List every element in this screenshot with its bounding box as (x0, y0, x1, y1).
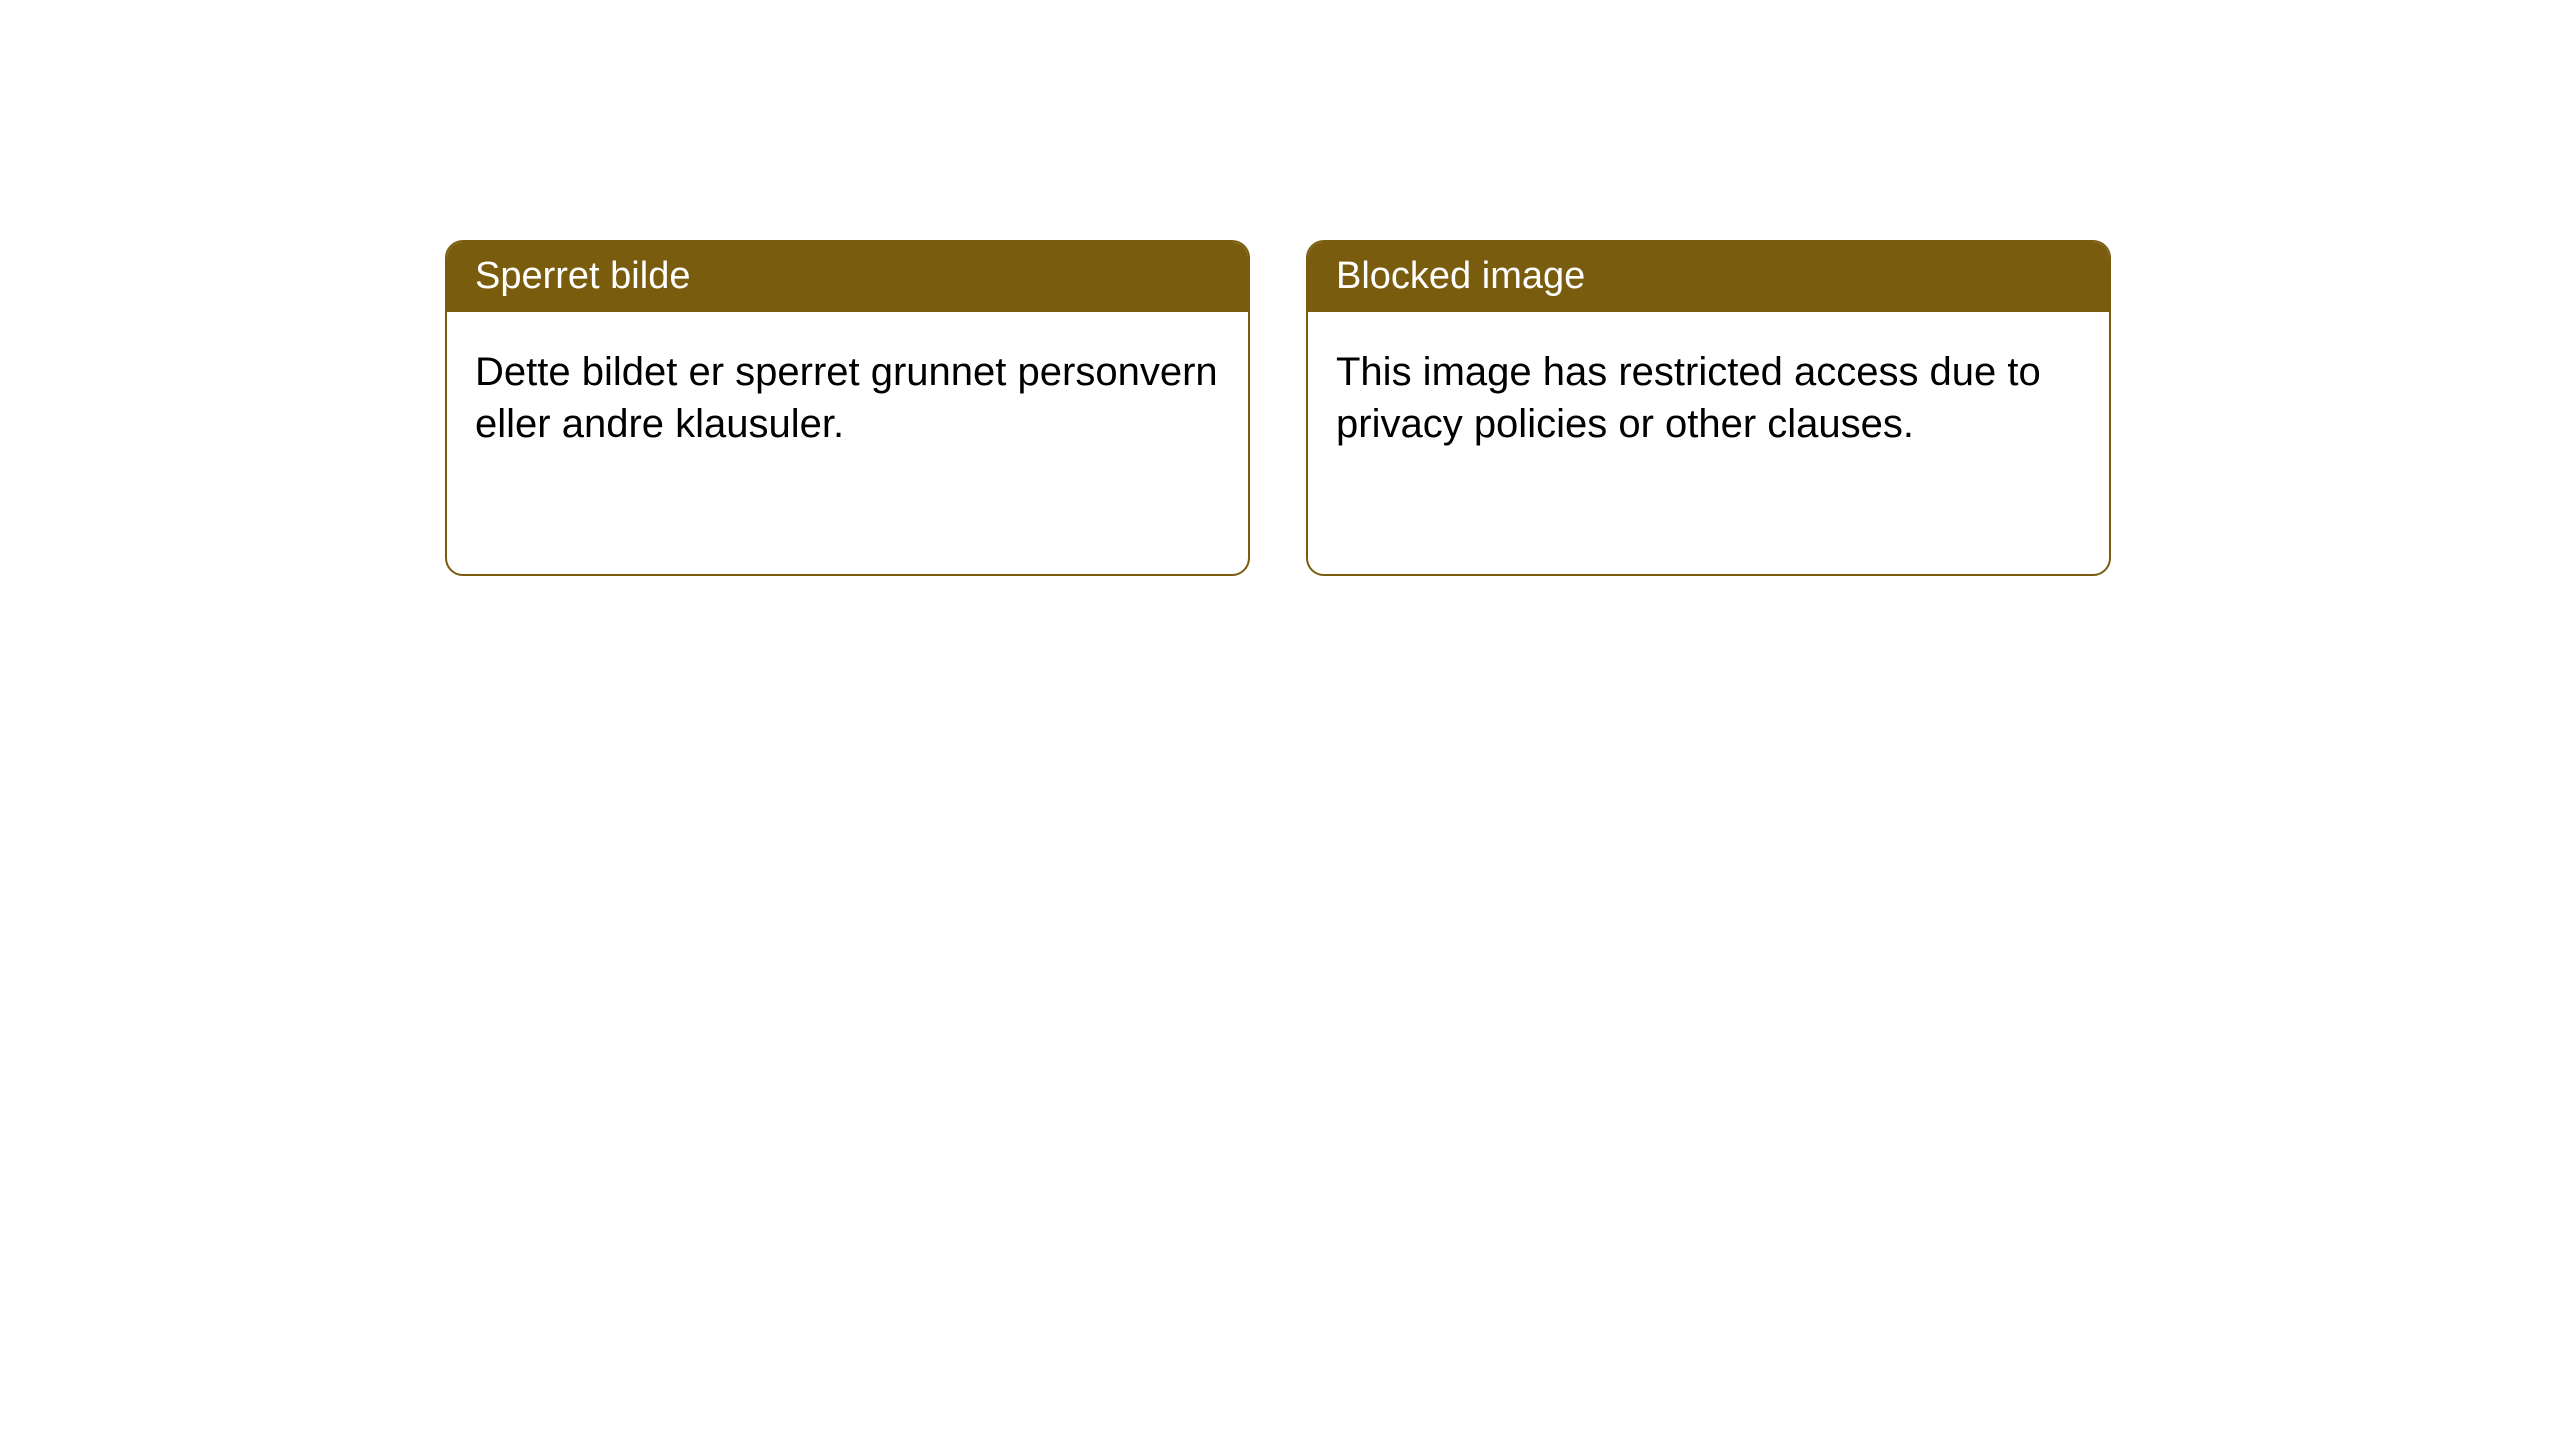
card-title: Sperret bilde (475, 255, 690, 297)
card-title: Blocked image (1336, 255, 1585, 297)
notice-container: Sperret bilde Dette bildet er sperret gr… (445, 240, 2111, 576)
card-body: Dette bildet er sperret grunnet personve… (447, 312, 1248, 484)
blocked-image-card-en: Blocked image This image has restricted … (1306, 240, 2111, 576)
card-header: Blocked image (1308, 242, 2109, 312)
card-body-text: Dette bildet er sperret grunnet personve… (475, 350, 1218, 446)
card-header: Sperret bilde (447, 242, 1248, 312)
card-body: This image has restricted access due to … (1308, 312, 2109, 484)
card-body-text: This image has restricted access due to … (1336, 350, 2041, 446)
blocked-image-card-no: Sperret bilde Dette bildet er sperret gr… (445, 240, 1250, 576)
